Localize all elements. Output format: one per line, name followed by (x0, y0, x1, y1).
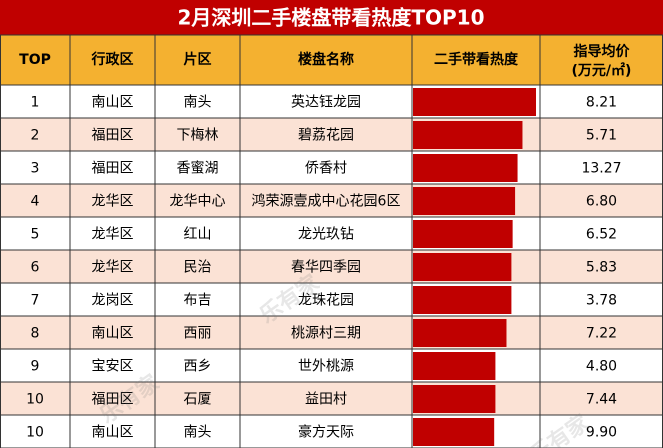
cell-price: 3.78 (586, 293, 617, 309)
header-cell: 行政区 (91, 51, 134, 68)
cell-rank: 8 (31, 326, 40, 342)
title-bar (0, 0, 663, 35)
cell-district: 南山区 (92, 326, 134, 342)
row-bg (0, 349, 663, 382)
cell-price: 6.80 (586, 194, 617, 210)
title: 2月深圳二手楼盘带看热度TOP10 (177, 6, 484, 30)
row-bg (0, 118, 663, 151)
header-cell: 片区 (184, 51, 212, 68)
heat-bar (413, 121, 523, 149)
heat-bar (413, 154, 518, 182)
header-unit: (万元/㎡) (572, 62, 632, 79)
cell-area: 南头 (184, 95, 212, 111)
cell-district: 龙华区 (92, 260, 134, 276)
row-bg (0, 316, 663, 349)
cell-area: 布吉 (184, 293, 212, 309)
cell-rank: 6 (31, 260, 40, 276)
heat-bar (413, 352, 496, 380)
row-bg (0, 151, 663, 184)
cell-name: 龙珠花园 (298, 293, 354, 309)
cell-area: 西丽 (184, 326, 212, 342)
cell-name: 鸿荣源壹成中心花园6区 (252, 193, 401, 210)
cell-price: 5.71 (586, 128, 617, 144)
cell-price: 7.22 (586, 326, 617, 342)
cell-price: 4.80 (586, 359, 617, 375)
cell-district: 龙华区 (92, 194, 134, 210)
cell-area: 香蜜湖 (177, 161, 219, 177)
heat-bar (413, 220, 513, 248)
header-cell: 二手带看热度 (434, 51, 519, 68)
cell-name: 侨香村 (305, 161, 347, 177)
cell-rank: 10 (26, 392, 44, 408)
row-bg (0, 415, 663, 448)
cell-district: 福田区 (92, 392, 134, 408)
cell-rank: 7 (31, 293, 40, 309)
cell-district: 龙岗区 (92, 293, 134, 309)
header-cell: TOP (19, 52, 51, 68)
cell-rank: 10 (26, 425, 44, 441)
cell-name: 龙光玖钻 (298, 227, 354, 243)
cell-area: 石厦 (184, 392, 212, 408)
cell-name: 春华四季园 (291, 260, 361, 276)
cell-district: 福田区 (92, 128, 134, 144)
cell-area: 西乡 (184, 359, 212, 375)
cell-rank: 9 (31, 359, 40, 375)
header-cell: 楼盘名称 (298, 51, 354, 68)
heat-bar (413, 88, 536, 116)
cell-rank: 3 (31, 161, 40, 177)
cell-rank: 2 (31, 128, 40, 144)
row-bg (0, 250, 663, 283)
cell-rank: 4 (31, 194, 40, 210)
cell-name: 英达钰龙园 (291, 94, 361, 111)
row-bg (0, 283, 663, 316)
heat-bar (413, 385, 496, 413)
cell-price: 9.90 (586, 425, 617, 441)
cell-price: 6.52 (586, 227, 617, 243)
header-cell: 指导均价 (574, 43, 631, 60)
cell-rank: 1 (31, 95, 40, 111)
cell-rank: 5 (31, 227, 40, 243)
cell-area: 民治 (184, 260, 212, 276)
cell-price: 13.27 (581, 161, 621, 177)
row-bg (0, 382, 663, 415)
cell-district: 宝安区 (92, 359, 134, 375)
heat-bar (413, 319, 507, 347)
cell-name: 豪方天际 (298, 425, 354, 441)
cell-district: 福田区 (92, 161, 134, 177)
cell-area: 下梅林 (177, 128, 219, 144)
cell-district: 南山区 (92, 425, 134, 441)
cell-price: 7.44 (586, 392, 617, 408)
header-row (0, 35, 663, 85)
heat-bar (413, 418, 495, 446)
cell-price: 8.21 (586, 95, 617, 111)
cell-name: 世外桃源 (298, 359, 354, 375)
row-bg (0, 85, 663, 118)
heat-bar (413, 187, 516, 215)
cell-name: 桃源村三期 (291, 326, 361, 342)
cell-name: 碧荔花园 (298, 128, 354, 144)
row-bg (0, 184, 663, 217)
row-bg (0, 217, 663, 250)
cell-price: 5.83 (586, 260, 617, 276)
heat-bar (413, 286, 512, 314)
cell-name: 益田村 (305, 392, 347, 408)
cell-area: 南头 (184, 425, 212, 441)
heat-bar (413, 253, 512, 281)
cell-district: 南山区 (92, 95, 134, 111)
cell-area: 龙华中心 (170, 194, 226, 210)
cell-district: 龙华区 (92, 227, 134, 243)
cell-area: 红山 (184, 227, 212, 243)
